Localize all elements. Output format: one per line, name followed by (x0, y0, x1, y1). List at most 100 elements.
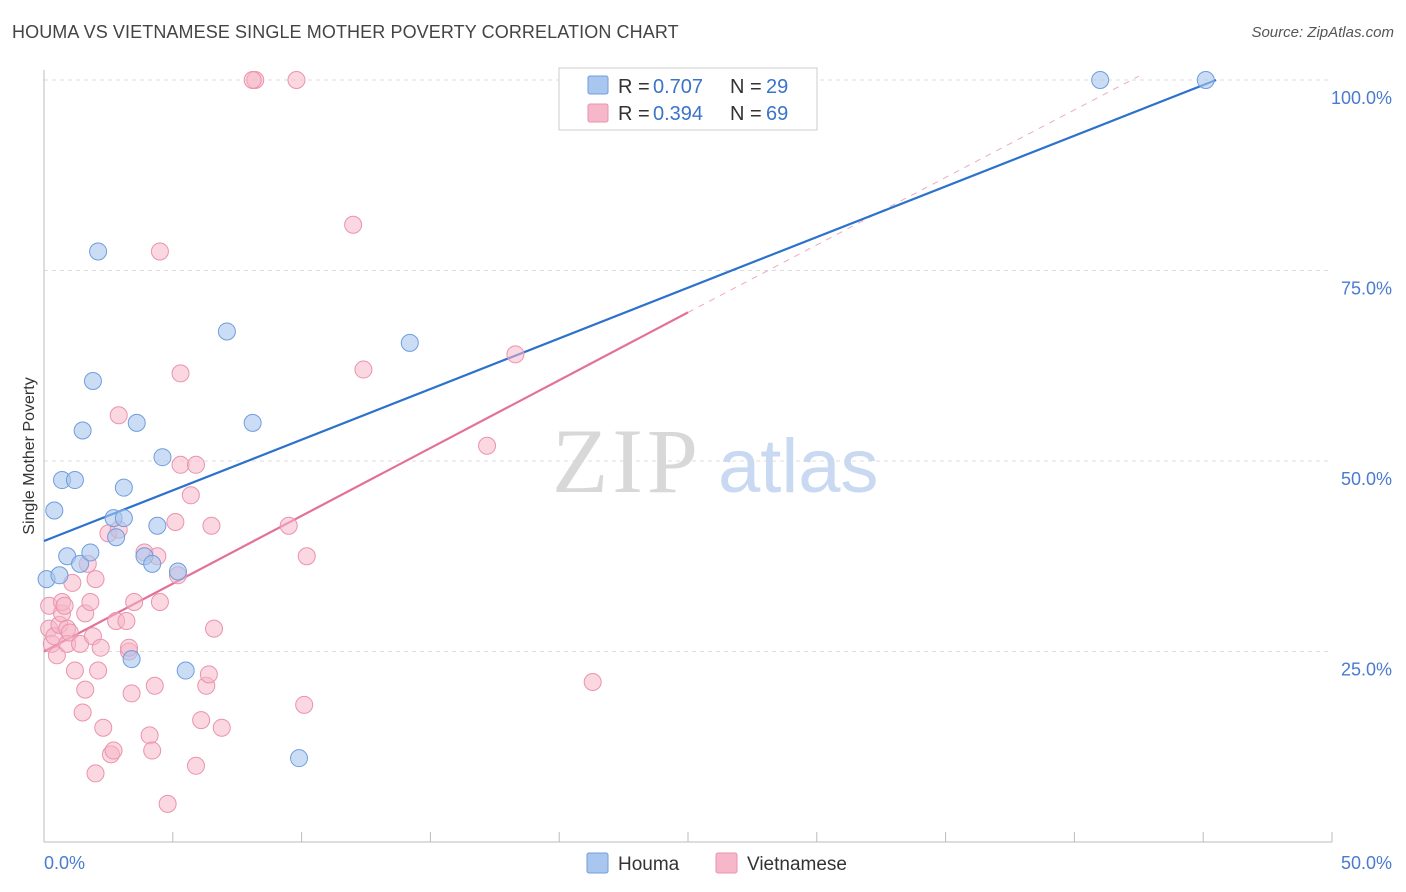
series-legend: Houma Vietnamese (586, 852, 847, 875)
vietnamese-point (287, 71, 306, 89)
chart-title: HOUMA VS VIETNAMESE SINGLE MOTHER POVERT… (12, 22, 679, 42)
vietnamese-point (60, 623, 79, 642)
gridlines (44, 79, 1332, 652)
y-tick-label: 100.0% (1331, 88, 1392, 108)
vietnamese-point (150, 592, 169, 611)
houma-point (1196, 71, 1215, 89)
houma-point (127, 413, 146, 432)
y-axis-title: Single Mother Poverty (21, 377, 38, 534)
houma-point (148, 516, 167, 535)
chart-source: Source: ZipAtlas.com (1251, 24, 1394, 41)
vietnamese-point (166, 512, 185, 531)
houma-point (107, 528, 126, 547)
watermark-zip: ZIP (552, 410, 702, 512)
vietnamese-point (181, 486, 200, 505)
houma-point (143, 554, 162, 573)
vietnamese-point (73, 703, 92, 722)
vietnamese-trend-extension (687, 75, 1140, 313)
trend-lines (43, 75, 1217, 653)
x-tick-label-max: 50.0% (1341, 853, 1392, 873)
vietnamese-point (145, 676, 164, 695)
houma-point (83, 371, 102, 390)
bottom-legend-swatch-vietnamese (715, 852, 738, 874)
houma-point (243, 413, 262, 432)
houma-point (122, 650, 141, 669)
vietnamese-point (212, 718, 231, 737)
vietnamese-point (202, 516, 221, 535)
vietnamese-trend-line (43, 311, 689, 653)
vietnamese-point (94, 718, 113, 737)
vietnamese-point (158, 794, 177, 813)
vietnamese-point (199, 665, 218, 684)
vietnamese-point (186, 455, 205, 474)
houma-point (73, 421, 92, 440)
houma-point (1091, 71, 1110, 89)
y-tick-label: 50.0% (1341, 469, 1392, 489)
houma-point (400, 333, 419, 352)
vietnamese-point (140, 726, 159, 745)
legend-viet-n-value: 69 (766, 103, 788, 125)
vietnamese-point (192, 711, 211, 730)
legend-viet-r-value: 0.394 (653, 103, 703, 125)
legend-houma-n-label: N = (730, 76, 762, 98)
vietnamese-points (40, 71, 602, 813)
legend-houma-r-label: R = (618, 76, 650, 98)
vietnamese-point (583, 672, 602, 691)
vietnamese-point (279, 516, 298, 535)
vietnamese-point (117, 612, 136, 631)
vietnamese-point (354, 360, 373, 379)
vietnamese-point (86, 764, 105, 783)
legend-swatch-houma (587, 75, 609, 95)
houma-point (176, 661, 195, 680)
vietnamese-point (122, 684, 141, 703)
vietnamese-point (344, 215, 363, 234)
houma-points (37, 71, 1215, 768)
houma-point (290, 749, 309, 768)
vietnamese-point (143, 741, 162, 760)
vietnamese-point (86, 570, 105, 589)
legend-viet-r-label: R = (618, 103, 650, 125)
houma-point (114, 509, 133, 528)
houma-point (65, 471, 84, 490)
vietnamese-point (65, 661, 84, 680)
vietnamese-point (47, 646, 66, 665)
watermark: ZIP atlas (552, 410, 879, 512)
houma-point (217, 322, 236, 341)
vietnamese-point (506, 345, 525, 364)
houma-point (89, 242, 108, 261)
houma-point (153, 448, 172, 467)
vietnamese-point (171, 364, 190, 383)
y-tick-label: 75.0% (1341, 279, 1392, 299)
x-tick-label-min: 0.0% (44, 853, 85, 873)
vietnamese-point (171, 455, 190, 474)
legend-viet-n-label: N = (730, 103, 762, 125)
vietnamese-point (76, 680, 95, 699)
houma-point (50, 566, 69, 585)
vietnamese-point (104, 741, 123, 760)
vietnamese-point (243, 71, 262, 89)
houma-point (45, 501, 64, 520)
vietnamese-point (89, 661, 108, 680)
vietnamese-point (125, 592, 144, 611)
houma-point (114, 478, 133, 497)
legend-houma-n-value: 29 (766, 76, 788, 98)
houma-trend-line (43, 78, 1217, 543)
x-axis-ticks (172, 832, 1333, 842)
vietnamese-point (109, 406, 128, 425)
vietnamese-point (295, 695, 314, 714)
legend-swatch-vietnamese (587, 103, 609, 123)
houma-point (71, 554, 90, 573)
vietnamese-point (186, 756, 205, 775)
vietnamese-point (150, 242, 169, 261)
vietnamese-point (91, 638, 110, 657)
bottom-legend-houma: Houma (618, 854, 680, 875)
houma-point (168, 562, 187, 581)
vietnamese-point (205, 619, 224, 638)
vietnamese-point (297, 547, 316, 566)
bottom-legend-vietnamese: Vietnamese (747, 854, 847, 875)
bottom-legend-swatch-houma (586, 852, 609, 874)
legend-houma-r-value: 0.707 (653, 76, 703, 98)
watermark-atlas: atlas (718, 424, 879, 509)
vietnamese-point (81, 592, 100, 611)
